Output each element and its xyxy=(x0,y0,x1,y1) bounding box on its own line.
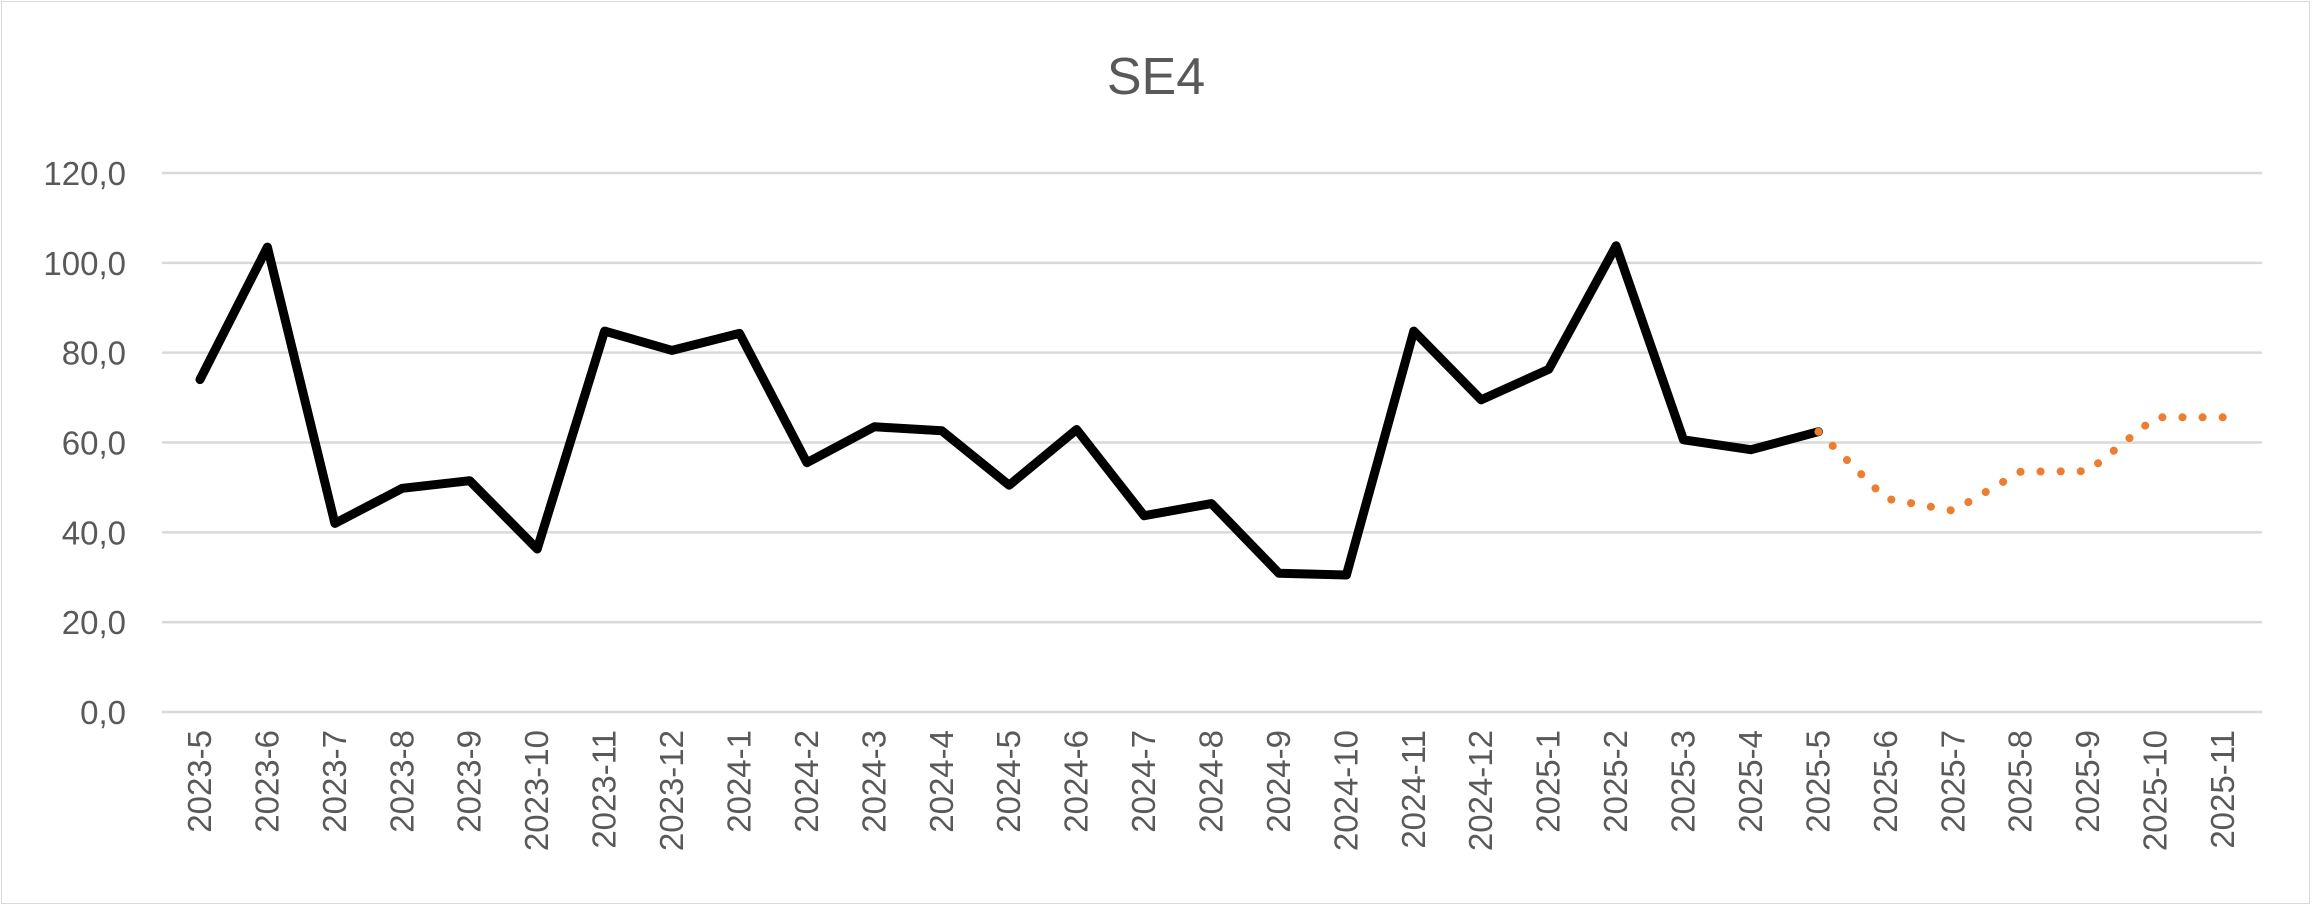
x-tick-label: 2025-8 xyxy=(2002,730,2039,833)
data-point xyxy=(2155,417,2156,418)
series-lines xyxy=(195,241,2227,580)
y-tick-label: 0,0 xyxy=(80,694,126,731)
x-tick-label: 2025-11 xyxy=(2204,730,2241,849)
x-tick-label: 2025-4 xyxy=(1732,730,1769,833)
x-tick-label: 2023-5 xyxy=(181,730,218,833)
x-tick-label: 2024-1 xyxy=(720,730,757,833)
y-tick-label: 20,0 xyxy=(62,604,126,641)
x-tick-label: 2025-3 xyxy=(1665,730,1702,833)
y-tick-label: 60,0 xyxy=(62,425,126,462)
y-tick-label: 40,0 xyxy=(62,514,126,551)
forecast-series-line xyxy=(1814,413,2227,515)
chart-title: SE4 xyxy=(1107,48,1205,106)
x-tick-label: 2025-9 xyxy=(2069,730,2106,833)
x-tick-label: 2023-9 xyxy=(451,730,488,833)
x-tick-label: 2023-11 xyxy=(586,730,623,849)
x-tick-label: 2025-6 xyxy=(1867,730,1904,833)
x-tick-label: 2024-3 xyxy=(855,730,892,833)
y-tick-label: 80,0 xyxy=(62,335,126,372)
x-tick-label: 2024-9 xyxy=(1260,730,1297,833)
x-tick-label: 2024-12 xyxy=(1462,730,1499,851)
x-tick-label: 2023-8 xyxy=(383,730,420,833)
x-tick-label: 2024-10 xyxy=(1327,730,1364,851)
x-tick-label: 2023-7 xyxy=(316,730,353,833)
actual-series-line xyxy=(195,241,1823,580)
y-tick-label: 120,0 xyxy=(43,155,126,192)
x-tick-label: 2025-5 xyxy=(1799,730,1836,833)
x-tick-label: 2025-1 xyxy=(1530,730,1567,833)
data-point xyxy=(2088,471,2089,472)
x-tick-label: 2024-6 xyxy=(1058,730,1095,833)
data-point xyxy=(1885,498,1886,499)
x-tick-label: 2024-4 xyxy=(923,730,960,833)
x-tick-label: 2024-5 xyxy=(990,730,1027,833)
y-axis-tick-labels: 0,0 20,0 40,0 60,0 80,0 100,0 120,0 xyxy=(43,155,126,731)
x-tick-label: 2025-2 xyxy=(1597,730,1634,833)
x-tick-label: 2024-8 xyxy=(1193,730,1230,833)
y-tick-label: 100,0 xyxy=(43,245,126,282)
gridlines xyxy=(162,171,2262,714)
x-axis-tick-labels: 2023-5 2023-6 2023-7 2023-8 2023-9 2023-10 202… xyxy=(181,730,2241,851)
x-tick-label: 2023-10 xyxy=(518,730,555,851)
x-tick-label: 2023-12 xyxy=(653,730,690,851)
x-tick-label: 2024-11 xyxy=(1395,730,1432,849)
x-tick-label: 2024-2 xyxy=(788,730,825,833)
x-tick-label: 2025-10 xyxy=(2137,730,2174,851)
x-tick-label: 2024-7 xyxy=(1125,730,1162,833)
x-tick-label: 2025-7 xyxy=(1934,730,1971,833)
x-tick-label: 2023-6 xyxy=(248,730,285,833)
